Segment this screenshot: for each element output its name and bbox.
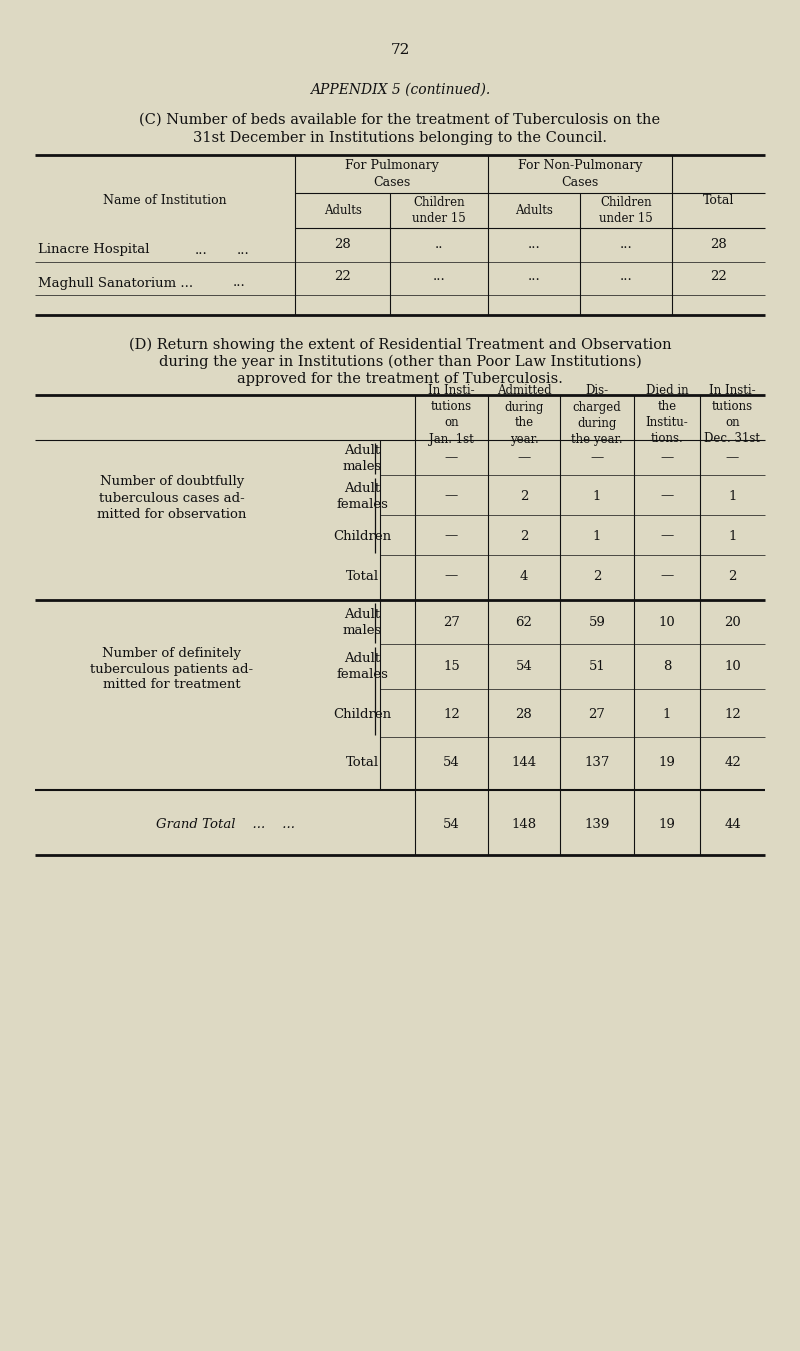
Text: Admitted
during
the
year.: Admitted during the year. bbox=[497, 385, 551, 446]
Text: 20: 20 bbox=[724, 616, 741, 630]
Text: 54: 54 bbox=[516, 661, 532, 674]
Text: 1: 1 bbox=[728, 530, 737, 543]
Text: ...: ... bbox=[620, 270, 632, 284]
Text: ...: ... bbox=[620, 238, 632, 250]
Text: —: — bbox=[445, 530, 458, 543]
Text: 72: 72 bbox=[390, 43, 410, 57]
Text: 54: 54 bbox=[443, 819, 460, 831]
Text: Adult
females: Adult females bbox=[336, 481, 388, 511]
Text: 15: 15 bbox=[443, 661, 460, 674]
Text: Adult
males: Adult males bbox=[342, 608, 382, 638]
Text: —: — bbox=[445, 451, 458, 465]
Text: —: — bbox=[726, 451, 739, 465]
Text: 31st December in Institutions belonging to the Council.: 31st December in Institutions belonging … bbox=[193, 131, 607, 145]
Text: Children
under 15: Children under 15 bbox=[412, 196, 466, 226]
Text: (D) Return showing the extent of Residential Treatment and Observation: (D) Return showing the extent of Residen… bbox=[129, 338, 671, 353]
Text: ...: ... bbox=[528, 270, 540, 284]
Text: Children: Children bbox=[333, 530, 391, 543]
Text: Number of definitely
tuberculous patients ad-
mitted for treatment: Number of definitely tuberculous patient… bbox=[90, 647, 254, 692]
Text: 59: 59 bbox=[589, 616, 606, 630]
Text: 139: 139 bbox=[584, 819, 610, 831]
Text: 12: 12 bbox=[724, 708, 741, 720]
Text: 10: 10 bbox=[658, 616, 675, 630]
Text: Total: Total bbox=[703, 193, 734, 207]
Text: Adults: Adults bbox=[323, 204, 362, 218]
Text: In Insti-
tutions
on
Jan. 1st: In Insti- tutions on Jan. 1st bbox=[428, 385, 475, 446]
Text: ..: .. bbox=[434, 238, 443, 250]
Text: In Insti-
tutions
on
Dec. 31st: In Insti- tutions on Dec. 31st bbox=[705, 385, 761, 446]
Text: Total: Total bbox=[346, 570, 378, 582]
Text: For Pulmonary
Cases: For Pulmonary Cases bbox=[345, 159, 438, 189]
Text: —: — bbox=[660, 530, 674, 543]
Text: 1: 1 bbox=[728, 489, 737, 503]
Text: 44: 44 bbox=[724, 819, 741, 831]
Text: 148: 148 bbox=[511, 819, 537, 831]
Text: 54: 54 bbox=[443, 755, 460, 769]
Text: Total: Total bbox=[346, 755, 378, 769]
Text: 19: 19 bbox=[658, 819, 675, 831]
Text: approved for the treatment of Tuberculosis.: approved for the treatment of Tuberculos… bbox=[237, 372, 563, 386]
Text: —: — bbox=[445, 489, 458, 503]
Text: 1: 1 bbox=[593, 489, 601, 503]
Text: Children
under 15: Children under 15 bbox=[599, 196, 653, 226]
Text: ...: ... bbox=[237, 243, 250, 257]
Text: ...: ... bbox=[195, 243, 208, 257]
Text: —: — bbox=[590, 451, 604, 465]
Text: 28: 28 bbox=[710, 238, 727, 250]
Text: —: — bbox=[660, 489, 674, 503]
Text: 2: 2 bbox=[520, 530, 528, 543]
Text: Linacre Hospital: Linacre Hospital bbox=[38, 243, 150, 257]
Text: 10: 10 bbox=[724, 661, 741, 674]
Text: 19: 19 bbox=[658, 755, 675, 769]
Text: during the year in Institutions (other than Poor Law Institutions): during the year in Institutions (other t… bbox=[158, 355, 642, 369]
Text: Children: Children bbox=[333, 708, 391, 720]
Text: 137: 137 bbox=[584, 755, 610, 769]
Text: Adult
females: Adult females bbox=[336, 653, 388, 681]
Text: ...: ... bbox=[433, 270, 446, 284]
Text: 22: 22 bbox=[710, 270, 727, 284]
Text: 12: 12 bbox=[443, 708, 460, 720]
Text: 2: 2 bbox=[520, 489, 528, 503]
Text: 1: 1 bbox=[593, 530, 601, 543]
Text: 62: 62 bbox=[515, 616, 533, 630]
Text: APPENDIX 5 (continued).: APPENDIX 5 (continued). bbox=[310, 82, 490, 97]
Text: 28: 28 bbox=[334, 238, 351, 250]
Text: —: — bbox=[660, 570, 674, 582]
Text: (C) Number of beds available for the treatment of Tuberculosis on the: (C) Number of beds available for the tre… bbox=[139, 113, 661, 127]
Text: —: — bbox=[445, 570, 458, 582]
Text: 51: 51 bbox=[589, 661, 606, 674]
Text: 42: 42 bbox=[724, 755, 741, 769]
Text: Grand Total    ...    ...: Grand Total ... ... bbox=[155, 819, 294, 831]
Text: 2: 2 bbox=[728, 570, 737, 582]
Text: 22: 22 bbox=[334, 270, 351, 284]
Text: —: — bbox=[518, 451, 530, 465]
Text: 2: 2 bbox=[593, 570, 601, 582]
Text: Adults: Adults bbox=[515, 204, 553, 218]
Text: Name of Institution: Name of Institution bbox=[103, 193, 227, 207]
Text: 144: 144 bbox=[511, 755, 537, 769]
Text: For Non-Pulmonary
Cases: For Non-Pulmonary Cases bbox=[518, 159, 642, 189]
Text: 28: 28 bbox=[516, 708, 532, 720]
Text: Dis-
charged
during
the year.: Dis- charged during the year. bbox=[571, 385, 623, 446]
Text: 27: 27 bbox=[589, 708, 606, 720]
Text: Maghull Sanatorium ...: Maghull Sanatorium ... bbox=[38, 277, 193, 289]
Text: Adult
males: Adult males bbox=[342, 443, 382, 473]
Text: —: — bbox=[660, 451, 674, 465]
Text: ...: ... bbox=[233, 277, 246, 289]
Text: 1: 1 bbox=[663, 708, 671, 720]
Text: Number of doubtfully
tuberculous cases ad-
mitted for observation: Number of doubtfully tuberculous cases a… bbox=[98, 476, 246, 520]
Text: 4: 4 bbox=[520, 570, 528, 582]
Text: ...: ... bbox=[528, 238, 540, 250]
Text: 27: 27 bbox=[443, 616, 460, 630]
Text: 8: 8 bbox=[663, 661, 671, 674]
Text: Died in
the
Institu-
tions.: Died in the Institu- tions. bbox=[646, 385, 688, 446]
